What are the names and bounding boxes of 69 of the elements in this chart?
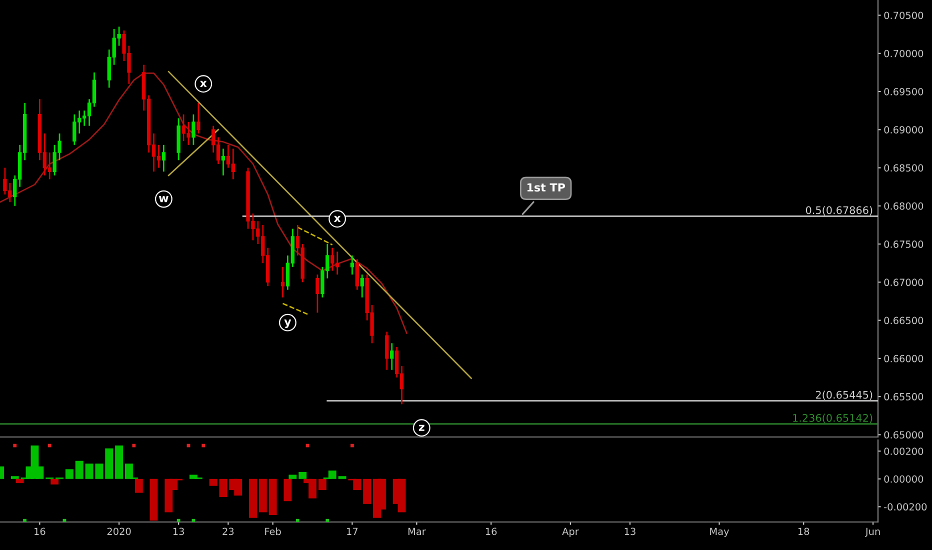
x-tick-label: 16 bbox=[486, 528, 497, 536]
bar bbox=[318, 478, 326, 490]
annotation: x bbox=[200, 80, 207, 87]
annotation: z bbox=[418, 424, 424, 431]
y-tick-label: 0.70500 bbox=[884, 12, 924, 20]
y-tick-label: 0.00000 bbox=[884, 475, 924, 483]
y-tick-label: 0.66000 bbox=[884, 354, 924, 362]
bar bbox=[115, 446, 124, 479]
candlestick bbox=[162, 144, 166, 172]
candlestick bbox=[355, 258, 359, 291]
annotation: y bbox=[284, 320, 292, 328]
bar bbox=[75, 460, 84, 479]
candlestick bbox=[196, 102, 200, 134]
x-tick-label: Mar bbox=[408, 528, 426, 536]
bar bbox=[219, 478, 228, 497]
annotation: 0.5(0.67866) bbox=[806, 206, 872, 216]
bar bbox=[338, 476, 346, 479]
line-series bbox=[0, 72, 408, 334]
annotation: w bbox=[158, 196, 168, 202]
x-tick-label: 13 bbox=[624, 528, 636, 536]
x-tick-label: 23 bbox=[222, 528, 234, 536]
candlestick bbox=[390, 342, 394, 371]
x-tick-label: 18 bbox=[798, 528, 810, 536]
bar bbox=[363, 478, 372, 504]
bar bbox=[134, 478, 143, 493]
y-tick-label: 0.69000 bbox=[884, 126, 924, 134]
annotation: 1st TP bbox=[527, 183, 566, 192]
y-tick-label: 0.00200 bbox=[884, 448, 924, 455]
candlestick bbox=[385, 331, 389, 371]
bar bbox=[10, 476, 19, 479]
bar bbox=[298, 472, 307, 479]
candlestick bbox=[192, 114, 196, 146]
y-tick-label: 0.67000 bbox=[884, 278, 924, 286]
y-tick-label: 0.69500 bbox=[884, 88, 924, 96]
bar bbox=[105, 448, 114, 479]
annotation: 1.236(0.65142) bbox=[793, 414, 872, 424]
x-tick-label: 2020 bbox=[107, 528, 131, 536]
bar bbox=[258, 478, 267, 512]
candlestick bbox=[221, 148, 226, 176]
x-tick-label: 17 bbox=[347, 528, 358, 535]
x-tick-label: May bbox=[710, 528, 730, 537]
annotation: 2(0.65445) bbox=[816, 390, 872, 400]
candlestick bbox=[316, 274, 320, 314]
bar bbox=[268, 478, 277, 516]
y-tick-label: 0.68500 bbox=[884, 164, 924, 172]
bar bbox=[16, 478, 24, 484]
y-tick-label: 0.70000 bbox=[884, 50, 924, 58]
bar bbox=[288, 474, 297, 479]
bar bbox=[65, 469, 74, 479]
y-tick-label: 0.67500 bbox=[884, 240, 924, 248]
bar bbox=[209, 478, 218, 486]
x-tick-label: Apr bbox=[562, 528, 579, 537]
candlestick bbox=[360, 274, 364, 298]
bar bbox=[150, 478, 158, 521]
x-tick-label: 16 bbox=[34, 528, 46, 536]
y-tick-label: -0.00200 bbox=[884, 503, 927, 511]
y-tick-label: 0.65500 bbox=[884, 393, 924, 400]
candlestick bbox=[280, 266, 285, 298]
annotation: x bbox=[334, 216, 341, 222]
bar bbox=[284, 478, 292, 502]
x-tick-label: Jun bbox=[864, 528, 880, 537]
candlestick bbox=[350, 254, 354, 276]
bar bbox=[50, 478, 59, 484]
bar bbox=[249, 478, 257, 518]
y-tick-label: 0.68000 bbox=[884, 202, 924, 210]
y-tick-label: 0.65000 bbox=[884, 431, 924, 439]
x-tick-label: Feb bbox=[265, 528, 281, 536]
x-tick-label: 13 bbox=[173, 528, 184, 536]
y-tick-label: 0.66500 bbox=[884, 316, 924, 324]
